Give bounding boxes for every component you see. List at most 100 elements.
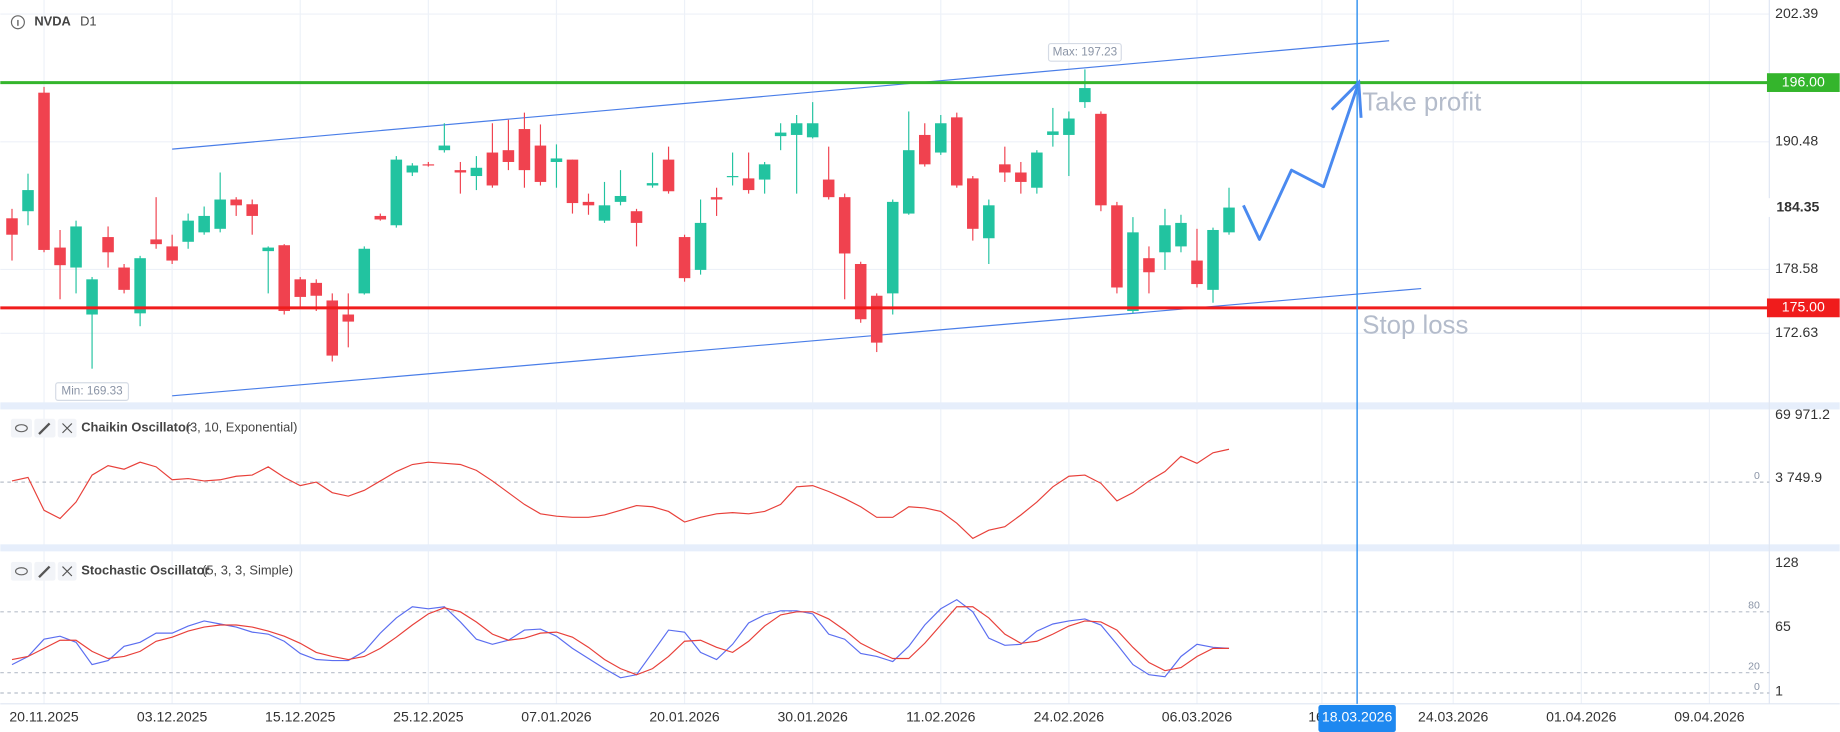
candle-body (470, 167, 483, 177)
y-tick-label: 178.58 (1775, 260, 1818, 276)
candle-body (1127, 232, 1139, 311)
candle-body (150, 239, 162, 245)
candle-body (999, 164, 1011, 173)
level-label: 80 (1748, 600, 1760, 612)
annotation-box (1047, 43, 1122, 62)
eye-icon (14, 567, 28, 576)
candle-body (6, 218, 18, 235)
candle-body (342, 314, 355, 322)
candle-body (38, 92, 50, 250)
candle-body (1047, 131, 1059, 135)
candle-body (598, 205, 611, 221)
candle-body (310, 282, 323, 296)
crosshair-date-box (1318, 705, 1396, 732)
panel-separator (0, 544, 1840, 552)
candle-body (1207, 229, 1219, 290)
level-price-box (1766, 298, 1840, 318)
x-tick-label: 07.01.2026 (521, 709, 592, 725)
level-label: 20 (1748, 661, 1760, 673)
labels: NVDA D1 Chaikin Oscillator (3, 10, Expon… (9, 5, 1840, 732)
candle-body (710, 197, 723, 200)
candle-body (358, 248, 371, 294)
candle-body (902, 150, 915, 214)
candle-body (118, 267, 130, 290)
level-price-label: 196.00 (1782, 73, 1825, 89)
eye-button[interactable] (10, 418, 32, 438)
candle-body (1191, 260, 1203, 285)
candle-body (983, 205, 995, 239)
indicator-title: Chaikin Oscillator (81, 420, 191, 435)
candle-body (102, 237, 114, 253)
candle-body (54, 247, 66, 266)
candle-body (198, 215, 210, 233)
candle-body (838, 197, 851, 254)
candle-body (262, 247, 274, 252)
indicator-line (11, 606, 1230, 676)
level-text: Take profit (1362, 89, 1481, 117)
indicator-controls (10, 418, 77, 438)
annotation-text: Max: 197.23 (1053, 45, 1118, 58)
level-label: 0 (1754, 681, 1760, 693)
candle-body (822, 179, 835, 198)
candle-body (550, 158, 563, 162)
candle-body (742, 178, 755, 191)
x-tick-label: 09.04.2026 (1674, 709, 1745, 725)
last-price-label: 184.35 (1776, 198, 1819, 214)
candle-body (726, 176, 739, 178)
x-tick-label: 24.03.2026 (1418, 709, 1489, 725)
x-tick-label: 01.04.2026 (1546, 709, 1617, 725)
candle-body (630, 211, 643, 223)
candle-body (1111, 205, 1123, 288)
candle-body (758, 164, 771, 180)
candle-body (646, 183, 659, 186)
candle-body (806, 123, 819, 138)
candle-body (566, 159, 579, 204)
x-tick-label: 30.01.2026 (777, 709, 848, 725)
y-tick-label: 172.63 (1775, 324, 1818, 340)
candle-body (1175, 222, 1187, 247)
y-tick-label: 69 971.2 (1775, 406, 1830, 422)
wrench-icon (38, 422, 51, 435)
info-icon[interactable] (10, 15, 25, 30)
candle-body (214, 199, 226, 229)
y-tick-label: 190.48 (1775, 133, 1818, 149)
candle-body (1079, 88, 1091, 103)
candle-body (582, 201, 595, 206)
y-tick-label: 65 (1775, 618, 1791, 634)
indicator-line (11, 448, 1230, 540)
candle-body (278, 245, 290, 311)
marks (0, 0, 1770, 704)
candle-body (1095, 113, 1107, 206)
level-label: 0 (1754, 470, 1760, 482)
level-text: Stop loss (1362, 311, 1468, 339)
candle-body (438, 145, 451, 151)
eye-button[interactable] (10, 561, 32, 581)
y-tick-label: 1 (1775, 683, 1783, 699)
candle-body (854, 263, 867, 320)
close-icon (62, 423, 73, 434)
x-tick-label: 03.12.2025 (137, 709, 208, 725)
candle-body (22, 190, 34, 212)
candle-body (694, 222, 707, 270)
forecast-path (1242, 82, 1361, 241)
candle-body (182, 220, 194, 242)
crosshair-date-label: 18.03.2026 (1322, 709, 1393, 725)
x-tick-label: 11.02.2026 (906, 709, 976, 725)
last-price-box (1766, 198, 1840, 217)
timeframe: D1 (80, 14, 96, 29)
candle-body (1143, 258, 1155, 273)
candle-body (518, 129, 531, 171)
wrench-icon (38, 565, 51, 578)
candle-body (790, 123, 803, 135)
candle-body (1223, 207, 1235, 233)
candle-body (246, 204, 258, 216)
indicator-title: Stochastic Oscillator (81, 563, 209, 578)
candle-body (486, 152, 499, 186)
close-icon (62, 566, 73, 577)
candle-body (326, 300, 339, 356)
candle-body (1031, 152, 1043, 188)
candle-body (774, 132, 787, 137)
candle-body (951, 117, 963, 186)
